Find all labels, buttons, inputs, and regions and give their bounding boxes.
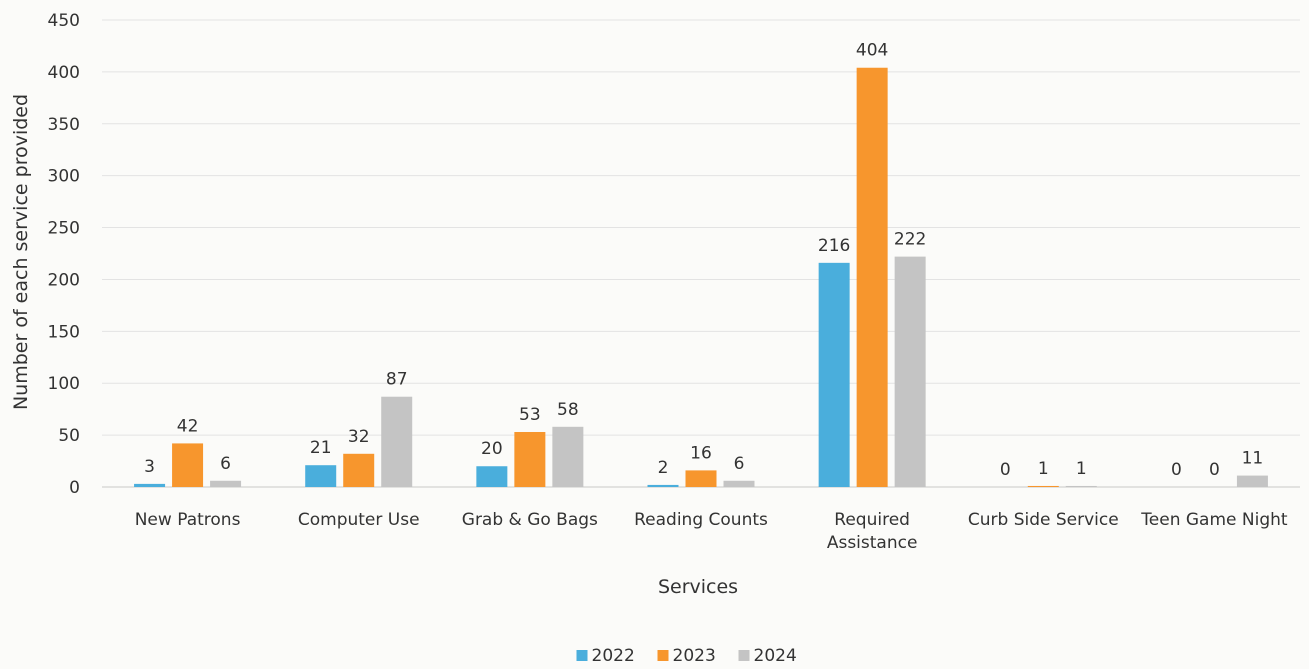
y-tick-label: 450: [48, 11, 80, 31]
legend-swatch: [738, 650, 750, 661]
bar-2023: [514, 431, 546, 487]
data-label: 6: [734, 454, 745, 474]
data-label: 32: [348, 427, 370, 447]
data-label: 21: [310, 438, 332, 458]
bar-2022: [476, 466, 508, 487]
x-tick-label-line: Grab & Go Bags: [462, 510, 598, 530]
bar-2024: [894, 256, 926, 487]
x-tick-label: New Patrons: [135, 510, 241, 530]
y-tick-label: 100: [48, 374, 80, 394]
bar-2024: [210, 480, 242, 487]
bar-2022: [305, 465, 337, 487]
y-axis-ticks: 0 50 100 150 200 250 300 350 400 450: [48, 11, 80, 498]
bar-2022: [647, 484, 679, 487]
x-tick-label: Reading Counts: [634, 510, 768, 530]
data-label: 1: [1076, 459, 1087, 479]
data-label: 11: [1242, 449, 1264, 469]
data-label: 0: [1000, 460, 1011, 480]
x-tick-label-line: Computer Use: [298, 510, 420, 530]
bar-2023: [172, 443, 204, 487]
data-label: 1: [1038, 459, 1049, 479]
y-axis-title: Number of each service provided: [10, 94, 32, 410]
data-label: 16: [690, 443, 712, 463]
data-label: 222: [894, 230, 926, 250]
x-tick-label: Curb Side Service: [968, 510, 1119, 530]
data-label: 0: [1209, 460, 1220, 480]
x-tick-label-line: Reading Counts: [634, 510, 768, 530]
bar-2023: [856, 67, 888, 487]
bar-2024: [1236, 475, 1268, 487]
bar-2023: [343, 453, 375, 487]
y-tick-label: 200: [48, 270, 80, 290]
x-tick-label: Computer Use: [298, 510, 420, 530]
y-tick-label: 150: [48, 322, 80, 342]
y-tick-label: 0: [69, 478, 80, 498]
data-label: 6: [220, 454, 231, 474]
x-tick-label-line: Assistance: [827, 533, 918, 553]
bar-2022: [818, 262, 850, 487]
data-label: 3: [144, 457, 155, 477]
bar-2024: [1065, 485, 1097, 487]
x-tick-label: Required Assistance: [827, 510, 918, 553]
bar-2024: [552, 426, 584, 487]
y-tick-label: 400: [48, 63, 80, 83]
x-axis-title: Services: [658, 576, 738, 598]
legend-label: 2024: [754, 646, 797, 666]
legend-label: 2023: [673, 646, 716, 666]
bar-2023: [1027, 485, 1059, 487]
legend-swatch: [657, 650, 669, 661]
data-label: 53: [519, 405, 541, 425]
y-tick-label: 50: [58, 426, 80, 446]
bar-2024: [723, 480, 755, 487]
y-tick-label: 300: [48, 167, 80, 187]
data-label: 2: [658, 458, 669, 478]
legend-label: 2022: [592, 646, 635, 666]
x-tick-label: Grab & Go Bags: [462, 510, 598, 530]
data-label: 58: [557, 400, 579, 420]
y-tick-label: 350: [48, 115, 80, 135]
x-axis-categories: New Patrons Computer Use Grab & Go Bags Rea…: [135, 510, 1288, 553]
data-label: 0: [1171, 460, 1182, 480]
x-tick-label-line: Required: [834, 510, 910, 530]
data-label: 20: [481, 439, 503, 459]
legend-swatch: [576, 650, 588, 661]
gridlines: [102, 19, 1300, 488]
y-tick-label: 250: [48, 219, 80, 239]
x-tick-label-line: Teen Game Night: [1140, 510, 1288, 530]
bar-2024: [381, 396, 413, 487]
bar-2022: [134, 483, 166, 487]
x-tick-label-line: Curb Side Service: [968, 510, 1119, 530]
x-tick-label: Teen Game Night: [1140, 510, 1288, 530]
data-label: 404: [856, 41, 888, 61]
data-label: 42: [177, 416, 199, 436]
bar-2023: [685, 470, 717, 487]
data-label: 87: [386, 370, 408, 390]
bars: [134, 67, 1268, 487]
data-label: 216: [818, 236, 850, 256]
legend: 2022 2023 2024: [576, 646, 797, 666]
x-tick-label-line: New Patrons: [135, 510, 241, 530]
